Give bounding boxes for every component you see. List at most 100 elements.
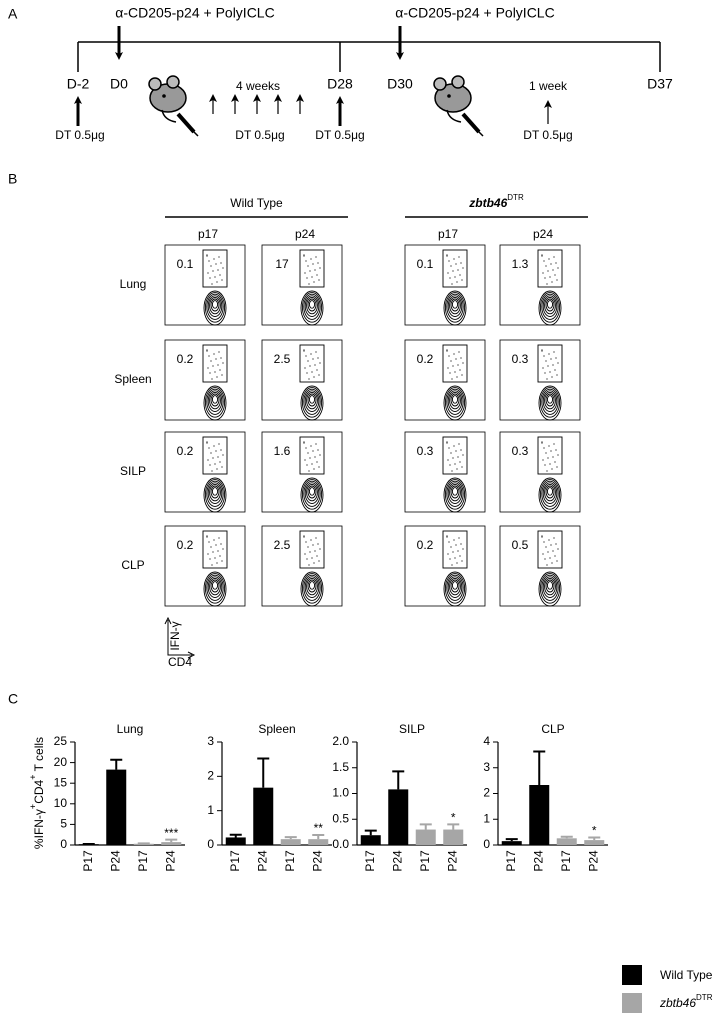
dot — [556, 374, 558, 376]
dot — [313, 281, 315, 283]
dot — [542, 459, 544, 461]
dot — [455, 263, 457, 265]
dot — [313, 562, 315, 564]
dot — [212, 457, 214, 459]
y-tick-label: 15 — [54, 775, 68, 789]
dot — [308, 564, 310, 566]
dot — [207, 272, 209, 274]
contour — [301, 573, 323, 604]
y-tick-label: 1 — [207, 803, 214, 817]
contour — [541, 293, 559, 320]
dot — [316, 369, 318, 371]
contour — [544, 577, 556, 596]
dot — [546, 378, 548, 380]
contour — [209, 577, 221, 596]
dot — [222, 362, 224, 364]
contour — [308, 487, 316, 496]
dot — [218, 351, 220, 353]
dt-label: DT 0.5μg — [235, 128, 284, 142]
dot — [221, 466, 223, 468]
dot — [542, 553, 544, 555]
dot — [206, 350, 208, 352]
dot — [551, 562, 553, 564]
chart-title: SILP — [399, 722, 425, 736]
dot — [460, 357, 462, 359]
dot — [555, 357, 557, 359]
x-tick-label: P17 — [81, 850, 95, 872]
dot — [318, 374, 320, 376]
gate — [299, 436, 325, 475]
dot — [547, 551, 549, 553]
dt-label: DT 0.5μg — [55, 128, 104, 142]
dt-label: DT 0.5μg — [523, 128, 572, 142]
gate — [537, 249, 563, 288]
flow-plot: 0.3 — [499, 431, 581, 513]
dot — [552, 456, 554, 458]
column-label: p24 — [533, 227, 553, 241]
dot — [450, 360, 452, 362]
gate-value: 0.5 — [512, 538, 529, 552]
flow-plot: 1.3 — [499, 244, 581, 326]
dot — [554, 274, 556, 276]
dot — [311, 276, 313, 278]
dot — [317, 543, 319, 545]
bar — [388, 789, 409, 845]
dot — [541, 255, 543, 257]
bar — [253, 787, 274, 845]
dot — [553, 537, 555, 539]
x-tick-label: P24 — [108, 850, 122, 872]
dot — [554, 555, 556, 557]
bar — [308, 839, 329, 845]
dot — [552, 364, 554, 366]
dot — [557, 267, 559, 269]
flow-plot: 2.5 — [261, 525, 343, 607]
contour — [443, 290, 467, 326]
y-tick-label: 0.5 — [332, 811, 349, 825]
injection-label: α-CD205-p24 + PolyICLC — [115, 5, 274, 21]
bar — [584, 840, 605, 845]
contour — [304, 295, 320, 318]
contour — [207, 390, 223, 413]
flow-plot: 0.1 — [404, 244, 486, 326]
flow-plot: 17 — [261, 244, 343, 326]
contour — [204, 292, 226, 323]
plot-frame — [499, 244, 581, 326]
contour — [544, 391, 556, 410]
dot — [304, 367, 306, 369]
legend-superscript: DTR — [696, 993, 713, 1002]
dot — [449, 277, 451, 279]
dot — [461, 466, 463, 468]
contour — [542, 295, 558, 318]
dot — [218, 443, 220, 445]
contour — [450, 579, 460, 593]
error-bar — [392, 770, 405, 790]
dot — [317, 262, 319, 264]
dot — [305, 260, 307, 262]
x-tick-label: P17 — [504, 850, 518, 872]
dot — [556, 466, 558, 468]
dot — [211, 378, 213, 380]
dot — [452, 270, 454, 272]
contour — [306, 296, 318, 315]
dot — [453, 539, 455, 541]
dot — [453, 353, 455, 355]
gate — [537, 530, 563, 569]
dot — [206, 254, 208, 256]
dot — [220, 543, 222, 545]
dot — [553, 351, 555, 353]
dot — [211, 470, 213, 472]
dot — [206, 349, 208, 351]
contour — [446, 480, 464, 507]
dot — [446, 349, 448, 351]
dot — [446, 255, 448, 257]
dot — [212, 365, 214, 367]
dot — [457, 364, 459, 366]
dot — [305, 447, 307, 449]
dot — [209, 464, 211, 466]
contour — [206, 388, 224, 415]
y-tick-label: 3 — [207, 734, 214, 748]
dot — [457, 456, 459, 458]
plot-frame — [164, 525, 246, 607]
dot — [544, 558, 546, 560]
contour — [541, 388, 559, 415]
